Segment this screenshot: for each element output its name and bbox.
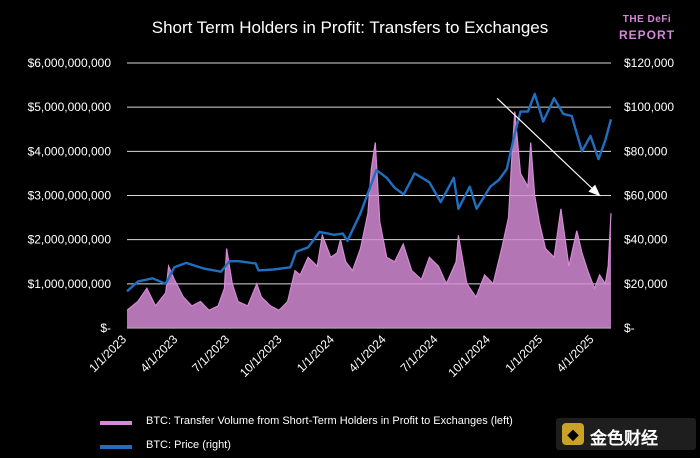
y-left-tick-label: $5,000,000,000 (28, 100, 112, 114)
y-left-tick-label: $3,000,000,000 (28, 189, 112, 203)
x-tick-label: 10/1/2023 (237, 332, 285, 380)
y-right-tick-label: $20,000 (624, 277, 668, 291)
legend-label-price: BTC: Price (right) (146, 439, 231, 451)
legend-swatch-transfer-volume (100, 421, 132, 425)
y-left-tick-label: $2,000,000,000 (28, 233, 112, 247)
logo-line-1: THE DeFi (622, 14, 672, 25)
watermark-badge: ◆ 金色财经 (556, 418, 696, 450)
y-right-tick-label: $- (624, 321, 635, 335)
x-tick-label: 10/1/2024 (445, 332, 493, 380)
y-right-tick-label: $40,000 (624, 233, 668, 247)
series-line-transfer-volume (126, 111, 612, 312)
x-tick-label: 1/1/2025 (502, 332, 545, 375)
legend-swatch-price (100, 445, 132, 449)
y-right-tick-label: $60,000 (624, 189, 668, 203)
x-tick-label: 7/1/2023 (189, 332, 232, 375)
chart-title: Short Term Holders in Profit: Transfers … (151, 18, 549, 37)
y-left-tick-label: $- (100, 321, 111, 335)
series-line-btc-price (126, 92, 613, 293)
legend-label-transfer-volume: BTC: Transfer Volume from Short-Term Hol… (146, 415, 513, 427)
series-area-transfer-volume (127, 111, 611, 328)
x-tick-label: 1/1/2023 (86, 332, 129, 375)
x-tick-label: 4/1/2025 (554, 332, 597, 375)
y-left-tick-label: $4,000,000,000 (28, 144, 112, 158)
y-left-tick-label: $6,000,000,000 (28, 56, 112, 70)
logo-line-2: REPORT (618, 28, 675, 42)
x-tick-label: 7/1/2024 (398, 332, 441, 375)
x-tick-label: 4/1/2024 (346, 332, 389, 375)
watermark-text: 金色财经 (590, 429, 658, 448)
y-left-tick-label: $1,000,000,000 (28, 277, 112, 291)
legend: BTC: Transfer Volume from Short-Term Hol… (100, 408, 700, 458)
y-right-tick-label: $120,000 (624, 56, 674, 70)
annotation-arrow (496, 97, 601, 197)
y-right-tick-label: $100,000 (624, 100, 674, 114)
watermark-icon: ◆ (562, 423, 584, 445)
defi-report-logo: THE DeFi REPORT (612, 14, 682, 46)
x-tick-label: 4/1/2023 (137, 332, 180, 375)
y-right-tick-label: $80,000 (624, 144, 668, 158)
x-tick-label: 1/1/2024 (294, 332, 337, 375)
